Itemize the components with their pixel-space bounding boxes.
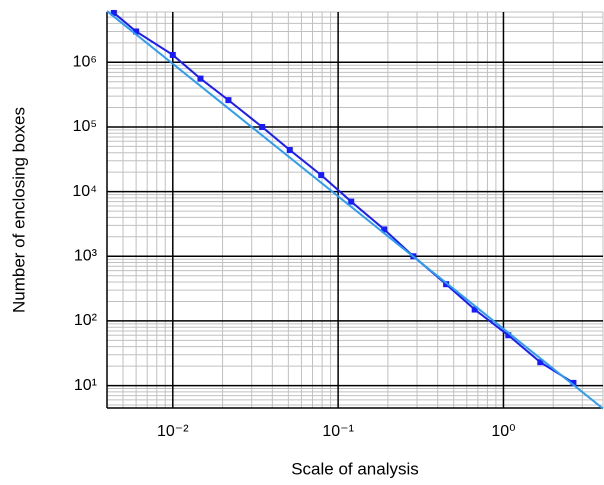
data-point — [110, 9, 117, 16]
data-point — [348, 198, 355, 205]
series-line — [113, 12, 574, 384]
data-point — [537, 359, 544, 366]
y-tick-label: 10³ — [74, 247, 98, 264]
x-tick-label: 10⁻² — [157, 423, 189, 440]
plot — [106, 9, 604, 410]
y-tick-label: 10⁶ — [73, 54, 97, 71]
data-point — [471, 306, 478, 313]
data-point — [259, 123, 266, 130]
data-point — [381, 226, 388, 233]
data-point — [286, 147, 293, 154]
data-point — [133, 28, 140, 35]
data-point — [318, 172, 325, 179]
y-tick-label: 10² — [74, 312, 98, 329]
x-tick-label: 10⁰ — [491, 423, 515, 440]
data-point — [505, 332, 512, 339]
y-tick-label: 10¹ — [74, 377, 97, 394]
data-point — [570, 379, 577, 386]
x-axis-title: Scale of analysis — [291, 459, 419, 478]
x-tick-label: 10⁻¹ — [322, 423, 354, 440]
grid — [106, 11, 604, 409]
y-axis-title: Number of enclosing boxes — [9, 107, 28, 313]
data-point — [169, 51, 176, 58]
y-tick-label: 10⁴ — [72, 183, 97, 200]
series-line — [106, 10, 604, 410]
data-point — [197, 75, 204, 82]
y-tick-label: 10⁵ — [73, 118, 97, 135]
data-point — [443, 281, 450, 288]
data-point — [225, 97, 232, 104]
